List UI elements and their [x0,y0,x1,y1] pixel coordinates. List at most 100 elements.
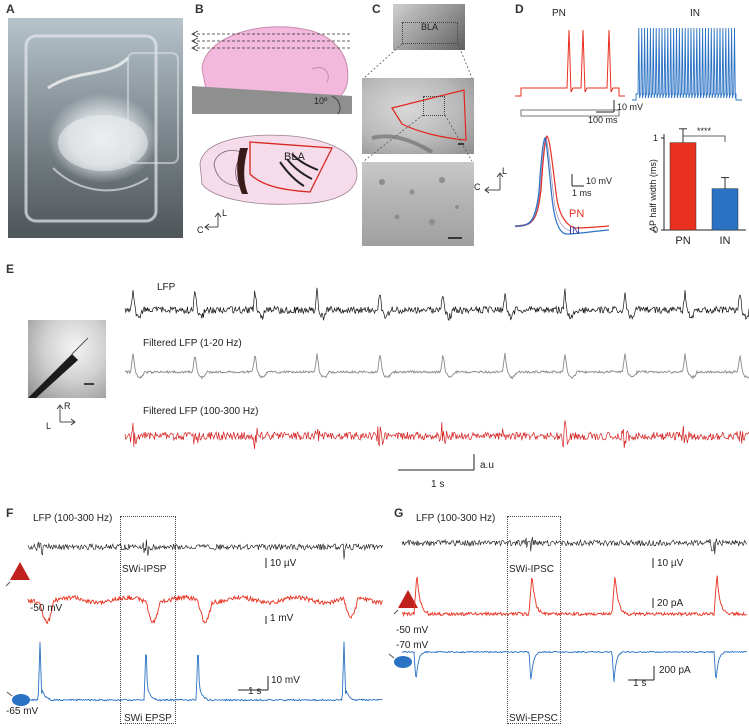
ap-scale-v: 10 mV [586,176,613,186]
event-top-label-f: SWi-IPSP [122,564,167,575]
scale-y-e: a.u [480,460,494,471]
bar-in [711,188,739,231]
panel-label-a: A [6,2,15,16]
bla-label-c: BLA [421,22,439,32]
axis-arrows-e [56,404,76,426]
bar-pn [669,142,697,231]
vm2-label-f: -65 mV [6,706,39,717]
filtered-lfp-high-label: Filtered LFP (100-300 Hz) [143,406,259,417]
slice-chamber-photo [8,18,183,238]
event-bottom-label-f: SWi EPSP [124,713,172,724]
ap-legend-in: IN [569,225,580,237]
pn-firing-trace [515,29,625,117]
event-bottom-label-g: SWi-EPSC [509,713,558,724]
panel-label-c: C [372,2,381,16]
scale-i1-label-g: 20 pA [657,598,684,609]
vm1-label-f: -50 mV [30,603,63,614]
zoom-lines-1 [363,43,473,79]
zoom-box-2 [423,96,445,116]
zoom-box-1 [402,22,458,44]
ap-half-width-chart: 0 1 PN IN **** [653,126,746,247]
axis-r-label-e: R [64,401,71,411]
panel-label-b: B [195,2,204,16]
scale-i1-g [652,598,654,608]
zoom-lines-2 [363,114,473,162]
chart-ylabel: AP half width (ms) [648,159,658,232]
axis-c-label-c: C [474,182,481,192]
im-trace-in-g [401,650,747,682]
filtered-lfp-high-trace [124,420,749,449]
ap-scale-t: 1 ms [572,188,592,198]
scale-t-label-f: 1 s [248,686,262,697]
axis-l-label-c: L [502,166,508,176]
vm-trace-pn-f [27,594,383,625]
horizontal-slice-icon [199,134,358,205]
ap-overlay-trace [514,135,610,235]
wedge-angle-label: 10º [314,96,328,106]
slice-overview-photo [393,4,465,50]
interneuron-icon-f [6,691,30,706]
filtered-lfp-low-trace [124,352,749,380]
vm-trace-in-f [28,641,383,702]
current-step-icon [520,109,620,117]
scale-lfp-g [652,558,654,568]
electrode-photo [28,320,106,398]
panel-label-e: E [6,262,15,276]
scale-x-e: 1 s [431,479,445,490]
pyramidal-neuron-icon [5,562,30,587]
y-tick-label-0: 0 [653,225,658,235]
interneuron-icon-g [388,653,412,668]
axis-l-label-e: L [46,421,52,431]
pyramidal-neuron-icon-g [393,590,418,615]
filtered-lfp-low-label: Filtered LFP (1-20 Hz) [143,338,242,349]
event-box-f [120,516,176,724]
scale-t-label-g: 1 s [633,678,647,689]
axis-c-label-b: C [197,225,204,235]
significance-bracket [682,135,726,142]
axis-l-label-b: L [222,208,228,218]
panel-label-d: D [515,2,524,16]
significance-label: **** [697,126,712,136]
scale-lfp-label-f: 10 µV [270,558,297,569]
bla-label-b: BLA [284,151,305,163]
scale-vm2-label-f: 10 mV [271,675,300,686]
wedge-icon [192,86,352,114]
y-tick-label-1: 1 [653,133,658,143]
axis-arrows-c [484,172,504,194]
scale-lfp-f [265,558,267,568]
x-tick-label-1: IN [720,235,731,247]
in-title: IN [690,8,700,19]
lfp-trace-g [401,536,748,555]
scale-i2-label-g: 200 pA [659,665,691,676]
scale-t-d: 100 ms [588,115,618,125]
lfp-trace-e [124,287,749,321]
scale-vm1-f [265,616,267,624]
bla-medium-photo [362,78,474,154]
beaker-outline [24,34,179,223]
scale-lfp-label-g: 10 µV [657,558,684,569]
panel-label-f: F [6,506,14,520]
in-firing-trace [632,27,742,101]
lfp-trace-f [27,539,383,560]
event-top-label-g: SWi-IPSC [509,564,554,575]
x-tick-label-0: PN [675,235,690,247]
vm2-label-g: -70 mV [396,640,429,651]
scale-bar-e [398,454,475,471]
pn-title: PN [552,8,566,19]
scale-vm1-label-f: 1 mV [270,613,294,624]
lfp-label-e: LFP [157,282,176,293]
scale-bar-g [628,666,655,681]
ap-scale-bar [571,174,584,187]
im-trace-pn-g [401,575,748,618]
lfp-label-f: LFP (100-300 Hz) [33,513,113,524]
scale-v-d: 10 mV [617,102,644,112]
scale-bar-d [596,100,615,113]
lfp-label-g: LFP (100-300 Hz) [416,513,496,524]
ap-legend-pn: PN [569,208,585,220]
panel-label-g: G [394,506,404,520]
brain-schematic [191,26,358,231]
bla-cells-photo [362,162,474,246]
event-box-g [507,516,561,724]
scale-bar-f [238,676,269,691]
vm1-label-g: -50 mV [396,625,429,636]
